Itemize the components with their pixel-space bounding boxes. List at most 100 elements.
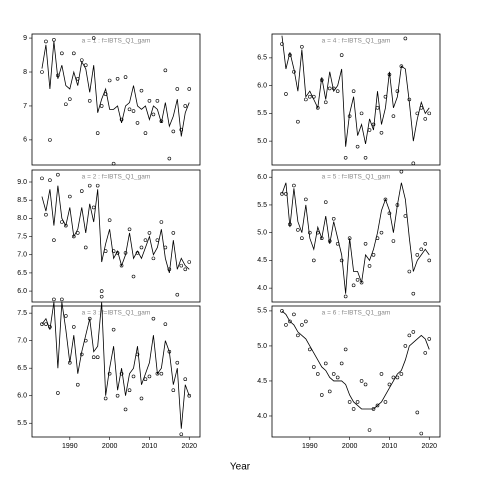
- x-tick-label: 1990: [302, 443, 318, 450]
- data-point: [103, 396, 108, 401]
- data-point: [315, 230, 320, 235]
- data-point: [75, 382, 80, 387]
- y-tick-label: 7.0: [17, 252, 27, 259]
- data-point: [371, 253, 376, 257]
- y-tick-label: 4.5: [257, 378, 267, 385]
- plot-frame: [271, 33, 441, 166]
- data-point: [83, 245, 88, 250]
- x-axis-label: Year: [230, 462, 251, 473]
- data-point: [423, 241, 428, 246]
- data-point: [339, 53, 344, 57]
- data-point: [363, 241, 368, 246]
- y-tick-label: 9.0: [17, 179, 27, 186]
- data-point: [91, 205, 96, 210]
- data-point: [403, 344, 408, 348]
- x-tick-label: 1990: [62, 443, 78, 450]
- data-point: [52, 37, 56, 42]
- y-tick-label: 6.5: [17, 365, 27, 372]
- data-point: [359, 111, 364, 116]
- data-point: [40, 70, 44, 74]
- data-point: [48, 138, 52, 142]
- data-point: [327, 86, 332, 91]
- data-point: [175, 87, 180, 91]
- data-point: [379, 372, 384, 376]
- data-point: [167, 156, 172, 161]
- data-point: [312, 258, 316, 263]
- y-tick-label: 5.0: [257, 230, 267, 237]
- data-point: [179, 432, 184, 437]
- data-point: [323, 100, 328, 105]
- data-point: [95, 183, 100, 188]
- y-tick-label: 5.5: [257, 110, 267, 117]
- data-point: [91, 355, 96, 359]
- y-tick-label: 6.0: [257, 174, 267, 181]
- data-point: [280, 42, 284, 46]
- data-point: [383, 400, 388, 404]
- data-point: [64, 314, 68, 318]
- data-point: [304, 319, 308, 324]
- plot-frame: [271, 169, 441, 303]
- data-point: [48, 178, 52, 182]
- plot-frame: [31, 169, 201, 303]
- data-point: [343, 294, 348, 299]
- data-point: [123, 407, 128, 412]
- panel-title: a = 4 : f=IBTS_Q1_gam: [322, 38, 391, 45]
- y-tick-label: 7.5: [17, 233, 27, 240]
- y-tick-label: 7.5: [17, 310, 27, 317]
- data-point: [171, 129, 176, 134]
- data-point: [383, 197, 388, 202]
- data-point: [159, 371, 164, 376]
- data-point: [60, 51, 64, 56]
- data-point: [159, 220, 164, 224]
- data-point: [131, 274, 136, 279]
- plot-frame: [271, 305, 441, 438]
- x-tick-label: 2000: [342, 443, 358, 450]
- data-point: [123, 75, 128, 79]
- data-point: [375, 106, 380, 110]
- y-tick-label: 4.5: [257, 257, 267, 264]
- y-tick-label: 7: [23, 103, 27, 110]
- data-point: [111, 161, 116, 166]
- data-point: [339, 361, 344, 366]
- data-point: [407, 269, 412, 274]
- data-point: [135, 121, 140, 125]
- data-point: [343, 347, 348, 352]
- x-tick-label: 2020: [181, 443, 197, 450]
- data-point: [359, 379, 364, 383]
- data-point: [335, 375, 340, 380]
- data-point: [68, 194, 72, 199]
- data-point: [403, 214, 408, 218]
- series-line: [41, 185, 190, 274]
- data-point: [139, 396, 144, 401]
- series-line: [41, 41, 190, 137]
- data-point: [171, 231, 176, 235]
- data-point: [131, 109, 136, 113]
- data-point: [99, 289, 104, 293]
- data-point: [127, 227, 132, 232]
- data-point: [411, 161, 416, 166]
- y-tick-label: 4.0: [257, 413, 267, 420]
- data-point: [423, 351, 428, 355]
- panel-title: a = 5 : f=IBTS_Q1_gam: [322, 174, 391, 181]
- series-line: [41, 302, 190, 429]
- data-point: [127, 107, 132, 112]
- data-point: [395, 375, 400, 380]
- data-point: [151, 112, 156, 117]
- data-point: [391, 375, 396, 380]
- data-point: [187, 260, 192, 264]
- panel-title: a = 6 : f=IBTS_Q1_gam: [322, 310, 391, 317]
- data-point: [44, 212, 48, 217]
- data-point: [171, 388, 176, 393]
- data-point: [143, 238, 148, 242]
- data-point: [391, 239, 396, 243]
- data-point: [131, 374, 136, 379]
- data-point: [183, 104, 188, 108]
- data-point: [280, 192, 284, 196]
- data-point: [139, 88, 144, 93]
- data-point: [44, 39, 48, 44]
- data-point: [387, 382, 392, 387]
- x-tick-label: 2010: [142, 443, 158, 450]
- data-point: [315, 372, 320, 376]
- data-point: [288, 319, 292, 324]
- data-point: [147, 99, 152, 103]
